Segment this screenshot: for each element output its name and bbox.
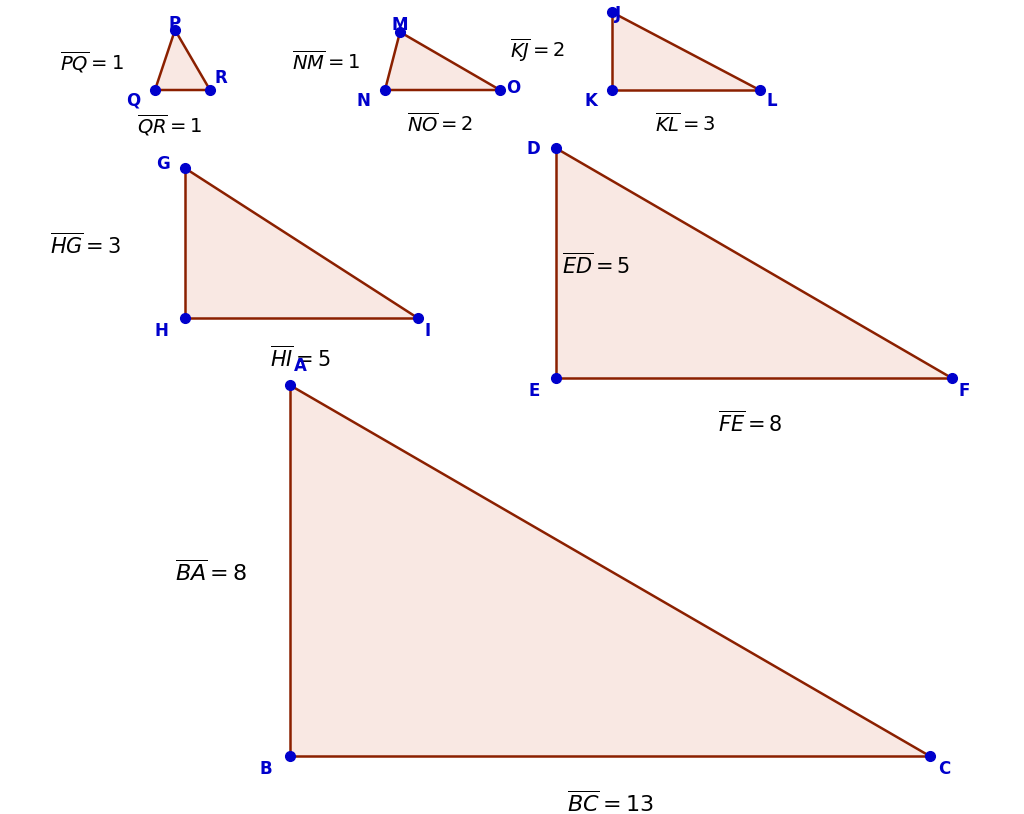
Text: G: G: [157, 155, 170, 173]
Text: Q: Q: [126, 92, 140, 110]
Text: B: B: [259, 760, 272, 778]
Text: E: E: [528, 382, 540, 400]
Text: F: F: [958, 382, 970, 400]
Text: O: O: [506, 79, 520, 97]
Text: P: P: [169, 15, 181, 33]
Text: H: H: [155, 322, 168, 340]
Text: $\overline{FE} = 8$: $\overline{FE} = 8$: [718, 410, 782, 435]
Polygon shape: [155, 30, 210, 90]
Text: L: L: [766, 92, 776, 110]
Text: C: C: [938, 760, 950, 778]
Text: $\overline{QR} = 1$: $\overline{QR} = 1$: [137, 112, 203, 138]
Text: $\overline{HI} = 5$: $\overline{HI} = 5$: [269, 345, 331, 370]
Text: K: K: [584, 92, 597, 110]
Text: A: A: [294, 357, 307, 375]
Polygon shape: [185, 168, 418, 318]
Text: D: D: [526, 140, 540, 158]
Text: $\overline{BA} = 8$: $\overline{BA} = 8$: [175, 559, 248, 584]
Text: $\overline{HG} = 3$: $\overline{HG} = 3$: [50, 232, 121, 258]
Polygon shape: [290, 385, 930, 756]
Text: I: I: [424, 322, 430, 340]
Text: $\overline{ED} = 5$: $\overline{ED} = 5$: [562, 252, 630, 278]
Polygon shape: [612, 12, 760, 90]
Text: $\overline{NM} = 1$: $\overline{NM} = 1$: [292, 50, 360, 74]
Text: R: R: [215, 69, 227, 87]
Text: $\overline{PQ} = 1$: $\overline{PQ} = 1$: [60, 49, 124, 75]
Polygon shape: [556, 148, 952, 378]
Text: $\overline{KJ} = 2$: $\overline{KJ} = 2$: [510, 36, 565, 63]
Text: M: M: [392, 16, 409, 34]
Polygon shape: [385, 32, 500, 90]
Text: $\overline{KL} = 3$: $\overline{KL} = 3$: [654, 112, 715, 136]
Text: N: N: [356, 92, 370, 110]
Text: $\overline{BC} = 13$: $\overline{BC} = 13$: [566, 790, 653, 814]
Text: $\overline{NO} = 2$: $\overline{NO} = 2$: [407, 112, 473, 136]
Text: J: J: [615, 5, 622, 23]
